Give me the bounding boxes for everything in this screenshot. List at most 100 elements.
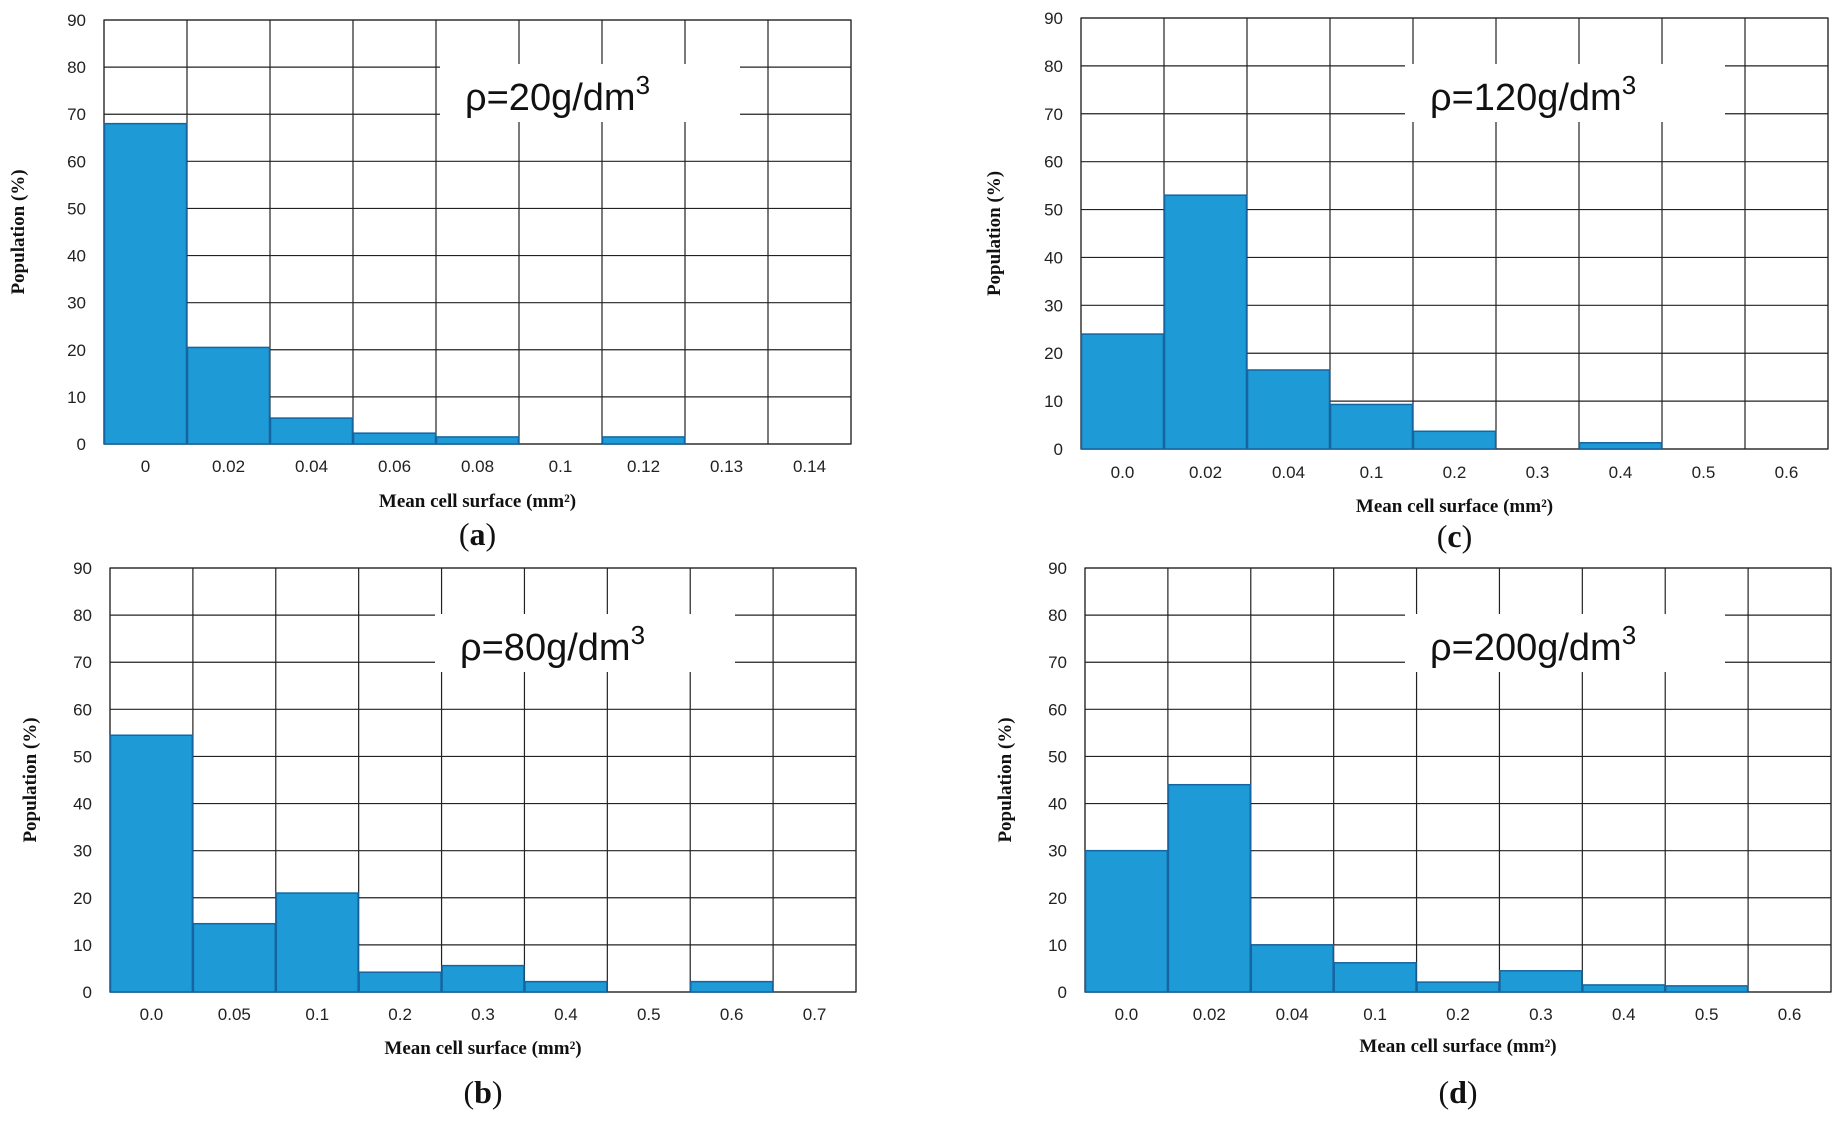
y-tick-label: 80 [1044, 57, 1063, 76]
annotation-background [1405, 64, 1725, 122]
panel-label-part: ( [459, 516, 470, 552]
x-tick-label: 0.7 [803, 1005, 827, 1024]
x-tick-label: 0.05 [218, 1005, 251, 1024]
y-tick-label: 60 [1044, 153, 1063, 172]
histogram-bar-0.6 [689, 980, 774, 993]
y-tick-label: 70 [1044, 105, 1063, 124]
histogram-bar-0.05 [192, 922, 277, 993]
annotation-superscript: 3 [1622, 70, 1636, 100]
y-tick-label: 30 [1044, 296, 1063, 315]
y-tick-label: 50 [1048, 747, 1067, 766]
x-tick-label: 0.06 [378, 457, 411, 476]
x-tick-label: 0.0 [1115, 1005, 1139, 1024]
panel-label: (a) [459, 516, 496, 552]
x-tick-label: 0.1 [1363, 1005, 1387, 1024]
histogram-bar-0.04 [269, 417, 354, 445]
panel-label-part: d [1449, 1074, 1467, 1110]
histogram-bar-0.3 [1499, 970, 1583, 993]
histogram-bar-0.04 [1250, 944, 1334, 993]
y-tick-label: 90 [67, 11, 86, 30]
x-tick-label: 0.04 [295, 457, 328, 476]
y-tick-label: 20 [67, 341, 86, 360]
density-annotation: ρ=120g/dm3 [1430, 70, 1636, 119]
x-tick-label: 0.1 [305, 1005, 329, 1024]
histogram-bar-0.04 [1246, 369, 1331, 450]
panel-label-part: ) [1467, 1074, 1478, 1110]
x-tick-label: 0.4 [1609, 463, 1633, 482]
histogram-bar-0.1 [1333, 962, 1417, 993]
x-tick-label: 0.3 [1526, 463, 1550, 482]
panel-label-part: ( [1438, 1074, 1449, 1110]
x-tick-label: 0.02 [212, 457, 245, 476]
histogram-bar-0.2 [1412, 430, 1497, 450]
histogram-bar-0 [103, 122, 188, 445]
x-tick-label: 0.4 [554, 1005, 578, 1024]
y-tick-label: 60 [1048, 700, 1067, 719]
histogram-bar-0.1 [1329, 403, 1414, 450]
x-tick-label: 0.14 [793, 457, 826, 476]
annotation-superscript: 3 [631, 620, 645, 650]
x-axis-title: Mean cell surface (mm²) [1359, 1036, 1556, 1057]
histogram-bar-0.08 [435, 436, 520, 445]
y-tick-label: 80 [73, 606, 92, 625]
y-tick-label: 70 [67, 105, 86, 124]
y-tick-label: 30 [1048, 842, 1067, 861]
x-tick-label: 0.04 [1272, 463, 1305, 482]
x-tick-label: 0.02 [1193, 1005, 1226, 1024]
y-axis-title: Population (%) [995, 717, 1016, 842]
x-tick-label: 0.2 [1446, 1005, 1470, 1024]
x-tick-label: 0.6 [720, 1005, 744, 1024]
x-tick-label: 0.02 [1189, 463, 1222, 482]
histogram-bar-0.12 [601, 436, 686, 445]
x-tick-label: 0.04 [1276, 1005, 1309, 1024]
y-tick-label: 10 [67, 388, 86, 407]
y-tick-label: 50 [73, 747, 92, 766]
histogram-bar-0.1 [275, 892, 359, 993]
density-annotation: ρ=200g/dm3 [1430, 620, 1636, 669]
y-tick-label: 20 [1044, 344, 1063, 363]
density-annotation: ρ=20g/dm3 [465, 70, 650, 119]
chart-c: 0 10 20 30 40 50 60 70 80 90 ρ=120g/dm3 0.0 0.02 0.04… [984, 9, 1829, 554]
histogram-panel-a: 0 10 20 30 40 50 60 70 80 90 ρ=20g/dm3 0 0.02 0.04 0.0… [0, 0, 900, 560]
x-tick-label: 0.2 [1443, 463, 1467, 482]
histogram-bar-0.5 [1664, 985, 1749, 993]
y-tick-label: 30 [73, 842, 92, 861]
panel-label-part: ( [1437, 518, 1448, 554]
y-tick-label: 0 [1054, 440, 1063, 459]
y-tick-label: 90 [1048, 559, 1067, 578]
panel-label-part: ) [492, 1074, 503, 1110]
density-annotation: ρ=80g/dm3 [460, 620, 645, 669]
x-tick-label: 0.12 [627, 457, 660, 476]
histogram-bar-0.0 [1080, 333, 1165, 450]
panel-label-part: ) [1462, 518, 1473, 554]
y-tick-label: 30 [67, 294, 86, 313]
y-tick-label: 50 [67, 199, 86, 218]
y-tick-label: 20 [73, 889, 92, 908]
x-axis-title: Mean cell surface (mm²) [379, 491, 576, 512]
histogram-panel-d: 0 10 20 30 40 50 60 70 80 90 ρ=200g/dm3 0.0 0.02 0.04… [975, 559, 1837, 1122]
panel-label-part: ) [486, 516, 497, 552]
y-tick-label: 60 [73, 700, 92, 719]
x-tick-label: 0.5 [1695, 1005, 1719, 1024]
panel-label-part: ( [463, 1074, 474, 1110]
histogram-bar-0.4 [1578, 442, 1663, 450]
y-axis-title: Population (%) [20, 717, 41, 842]
x-axis-title: Mean cell surface (mm²) [384, 1038, 581, 1059]
y-tick-label: 40 [67, 247, 86, 266]
panel-label-part: a [470, 516, 486, 552]
y-tick-label: 10 [1048, 936, 1067, 955]
histogram-bar-0.0 [109, 734, 194, 993]
histogram-panel-c: 0 10 20 30 40 50 60 70 80 90 ρ=120g/dm3 0.0 0.02 0.04… [975, 0, 1837, 560]
y-tick-label: 70 [1048, 653, 1067, 672]
x-tick-label: 0.0 [1111, 463, 1135, 482]
histogram-bar-0.02 [1167, 783, 1252, 993]
y-tick-label: 0 [83, 983, 92, 1002]
x-tick-label: 0.0 [140, 1005, 164, 1024]
x-tick-label: 0 [141, 457, 150, 476]
annotation-background [435, 614, 735, 672]
histogram-panel-b: 0 10 20 30 40 50 60 70 80 90 ρ=80g/dm3 0.0 0.05 0.1 0.… [0, 559, 900, 1122]
histogram-bar-0.0 [1084, 849, 1169, 993]
x-tick-label: 0.1 [549, 457, 573, 476]
x-tick-label: 0.1 [1360, 463, 1384, 482]
y-tick-label: 80 [67, 58, 86, 77]
